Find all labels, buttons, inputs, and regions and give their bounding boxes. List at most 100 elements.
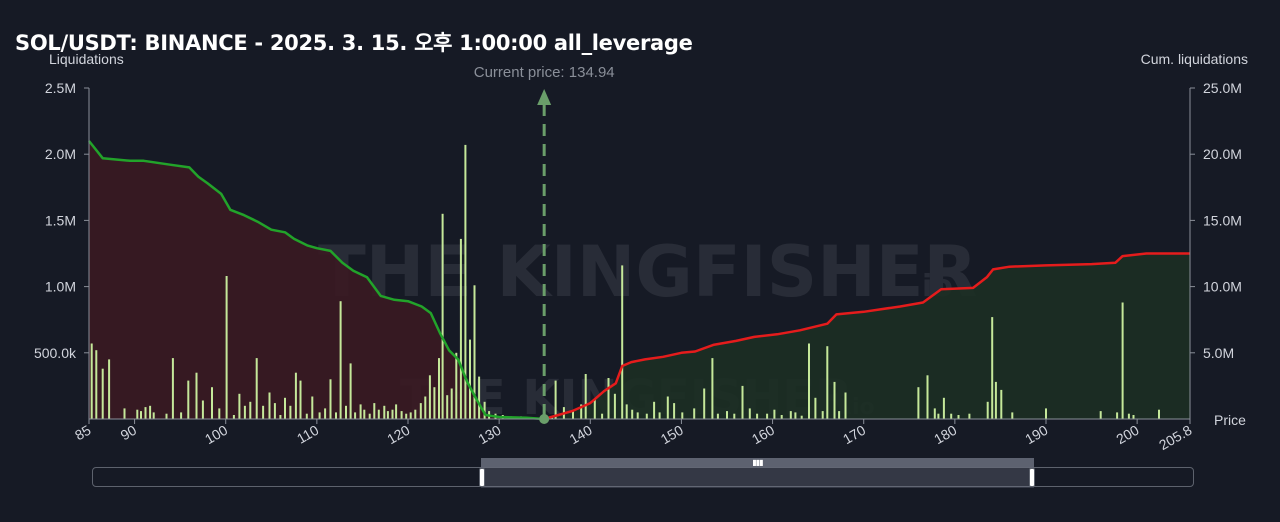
y2-tick-label: 15.0M <box>1203 212 1242 228</box>
liquidation-bar <box>144 407 147 419</box>
liquidation-bar <box>844 392 847 419</box>
liquidation-bar <box>324 408 327 419</box>
short-cum-fill <box>89 141 545 419</box>
liquidation-bars <box>90 144 1160 419</box>
liquidation-bar <box>1121 302 1124 419</box>
liquidation-bar <box>433 387 436 419</box>
liquidation-bar <box>991 317 994 419</box>
zoom-slider-window[interactable]: ▮▮▮ <box>481 458 1034 488</box>
liquidation-bar <box>826 346 829 419</box>
liquidation-bar <box>1045 408 1047 419</box>
cumulative-lines <box>88 140 1190 421</box>
y-tick-label: 1.0M <box>45 279 76 295</box>
liquidation-bar <box>419 403 422 419</box>
left-axis-ticks: 500.0k 1.0M 1.5M 2.0M 2.5M <box>34 80 89 361</box>
liquidation-bar <box>414 409 417 419</box>
liquidation-bar <box>473 285 476 419</box>
liquidation-bar <box>459 238 462 419</box>
liquidation-bar <box>994 381 997 419</box>
liquidation-bar <box>703 388 706 419</box>
liquidation-bar <box>711 358 714 419</box>
liquidation-bar <box>400 411 403 419</box>
liquidation-bar <box>726 411 728 419</box>
liquidation-bar <box>957 415 960 419</box>
liquidation-bar <box>814 397 817 419</box>
liquidation-bar <box>693 408 696 419</box>
liquidation-bar <box>756 413 759 419</box>
liquidation-bar <box>108 359 111 419</box>
liquidation-bar <box>149 405 152 419</box>
liquidation-bar <box>255 358 258 419</box>
liquidation-bar <box>1011 412 1014 419</box>
liquidation-bar <box>478 376 481 419</box>
liquidation-bar <box>279 415 282 419</box>
liquidation-bar <box>741 385 744 419</box>
left-axis-label: Liquidations <box>49 51 124 67</box>
liquidation-bar <box>101 368 104 419</box>
liquidation-bar <box>354 412 357 419</box>
liquidation-bar <box>673 403 676 419</box>
liquidation-bar <box>249 401 252 419</box>
liquidation-bar <box>386 411 389 419</box>
liquidation-bar <box>613 393 616 419</box>
liquidation-bar <box>305 413 308 419</box>
liquidation-bar <box>1000 389 1003 419</box>
x-tick-label: 100 <box>202 422 230 448</box>
zoom-slider-bar[interactable]: ▮▮▮ <box>481 458 1034 467</box>
y2-tick-label: 25.0M <box>1203 80 1242 96</box>
liquidation-bar <box>391 409 394 419</box>
watermark-text: THE KINGFISHER <box>318 231 977 313</box>
liquidation-bar <box>289 405 292 419</box>
drag-grip-icon[interactable]: ▮▮▮ <box>752 458 763 467</box>
liquidation-bar <box>211 387 213 419</box>
liquidation-bar <box>833 381 836 419</box>
liquidation-bar <box>658 412 661 419</box>
x-tick-label: 110 <box>294 422 322 447</box>
liquidation-bar <box>469 339 471 419</box>
x-tick-label: 200 <box>1113 422 1141 448</box>
right-axis-label: Cum. liquidations <box>1141 51 1248 67</box>
zoom-slider-track[interactable] <box>92 467 1194 487</box>
right-axis-ticks: 5.0M 10.0M 15.0M 20.0M 25.0M <box>1190 80 1242 361</box>
liquidation-bar <box>933 408 936 419</box>
x-tick-label: 90 <box>118 422 140 444</box>
y-tick-label: 500.0k <box>34 345 77 361</box>
y-tick-label: 2.5M <box>45 80 76 96</box>
liquidation-bar <box>748 408 751 419</box>
liquidation-bar <box>225 276 228 419</box>
liquidation-bar <box>1158 409 1160 419</box>
liquidation-bar <box>95 350 98 419</box>
liquidation-bar <box>238 393 241 419</box>
x-tick-label: 205.8 <box>1156 422 1195 453</box>
liquidation-bar <box>311 396 314 419</box>
liquidation-bar <box>645 413 648 419</box>
liquidation-bar <box>294 372 297 419</box>
y-tick-label: 1.5M <box>45 212 76 228</box>
current-price-label: Current price: 134.94 <box>474 64 615 81</box>
liquidation-bar <box>140 411 142 419</box>
liquidation-bar <box>625 404 628 419</box>
liquidation-bar <box>666 396 669 419</box>
x-tick-label: 180 <box>931 422 959 448</box>
liquidation-bar <box>268 392 271 419</box>
zoom-handle-left[interactable] <box>479 468 485 487</box>
liquidation-bar <box>1099 411 1102 419</box>
liquidation-bar <box>395 404 398 419</box>
liquidation-bar <box>636 412 639 419</box>
liquidation-bar <box>653 401 656 419</box>
zoom-handle-right[interactable] <box>1029 468 1035 487</box>
liquidation-bar <box>780 415 783 419</box>
liquidation-bar <box>950 413 953 419</box>
current-price-arrow <box>537 89 552 105</box>
x-tick-label: 190 <box>1022 422 1050 448</box>
liquidation-bar <box>1127 413 1130 419</box>
liquidation-bar <box>621 265 624 419</box>
liquidation-bar <box>363 409 366 419</box>
liquidation-bar <box>165 413 168 419</box>
x-tick-label: 85 <box>72 422 94 444</box>
liquidation-bar <box>359 404 362 419</box>
y-tick-label: 2.0M <box>45 146 76 162</box>
liquidation-bar <box>446 395 449 419</box>
liquidation-bar <box>373 403 376 419</box>
